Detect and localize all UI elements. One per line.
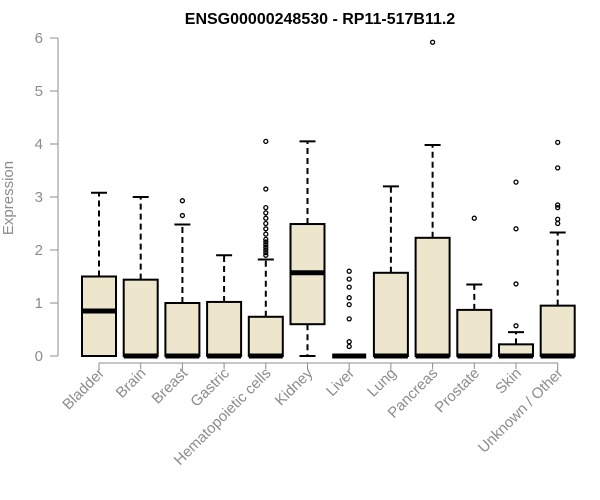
outlier-point xyxy=(513,179,519,185)
box-iqr xyxy=(81,275,117,357)
outlier-point xyxy=(346,301,352,308)
outlier-point xyxy=(346,316,352,322)
chart-title: ENSG00000248530 - RP11-517B11.2 xyxy=(185,11,456,28)
outlier-point xyxy=(263,231,269,237)
outlier-point xyxy=(346,295,352,301)
outlier-point xyxy=(263,210,269,216)
box-brain xyxy=(122,196,159,359)
outlier-point xyxy=(555,216,561,222)
outlier-point xyxy=(555,220,561,227)
outlier-point xyxy=(429,39,436,45)
x-tick-label: Prostate xyxy=(432,365,484,417)
outlier-point xyxy=(346,343,352,350)
box-iqr xyxy=(247,315,284,357)
outlier-point xyxy=(346,276,352,282)
outlier-point xyxy=(263,204,269,211)
box-iqr xyxy=(372,271,409,358)
y-tick-label: 5 xyxy=(35,83,43,100)
outlier-point xyxy=(263,226,269,232)
box-breast xyxy=(164,198,201,359)
outlier-point xyxy=(263,186,269,192)
outlier-point xyxy=(513,226,519,232)
outlier-point xyxy=(263,236,269,243)
box-prostate xyxy=(456,215,493,359)
outlier-point xyxy=(263,244,269,251)
outlier-point xyxy=(346,284,352,290)
outlier-point xyxy=(513,281,519,287)
outlier-point xyxy=(513,323,519,329)
outlier-point xyxy=(471,215,477,221)
x-tick-label: Skin xyxy=(492,365,525,398)
x-tick-label: Brain xyxy=(113,365,150,402)
outlier-point xyxy=(263,247,269,253)
y-tick-label: 0 xyxy=(35,348,43,365)
y-tick-label: 3 xyxy=(35,189,43,206)
box-iqr xyxy=(206,300,243,358)
x-tick-label: Lung xyxy=(364,365,400,401)
outlier-point xyxy=(346,339,352,345)
box-iqr xyxy=(414,236,451,357)
y-tick-label: 6 xyxy=(35,30,43,47)
outlier-point xyxy=(555,204,561,211)
box-liver xyxy=(332,268,367,359)
box-pancreas xyxy=(414,39,451,359)
outlier-point xyxy=(263,242,269,248)
y-tick-label: 4 xyxy=(35,136,43,153)
outlier-point xyxy=(179,212,186,219)
box-iqr xyxy=(164,302,201,357)
outlier-point xyxy=(555,202,561,208)
outlier-point xyxy=(263,220,269,227)
outlier-point xyxy=(179,198,186,204)
box-series xyxy=(81,39,576,359)
x-tick-label: Breast xyxy=(149,364,192,407)
x-tick-label: Bladder xyxy=(59,365,108,414)
y-tick-label: 2 xyxy=(35,242,43,259)
x-tick-label: Kidney xyxy=(272,364,317,409)
box-lung xyxy=(372,185,409,359)
outlier-point xyxy=(263,215,269,221)
box-unknown-other xyxy=(539,139,576,359)
box-bladder xyxy=(81,191,117,357)
box-iqr xyxy=(456,308,493,358)
box-iqr xyxy=(122,278,159,357)
y-tick-label: 1 xyxy=(35,295,43,312)
box-hematopoietic-cells xyxy=(247,138,284,359)
y-axis-ticks: 0 1 2 3 4 5 6 xyxy=(35,30,58,365)
x-tick-label: Liver xyxy=(323,365,358,400)
y-axis-label: Expression xyxy=(0,161,17,235)
outlier-point xyxy=(263,239,269,245)
outlier-point xyxy=(263,252,269,258)
box-skin xyxy=(498,179,534,359)
box-gastric xyxy=(206,254,243,359)
box-iqr xyxy=(539,304,576,357)
outlier-point xyxy=(555,165,561,171)
box-kidney xyxy=(289,140,326,357)
outlier-point xyxy=(263,138,269,145)
outlier-point xyxy=(346,268,352,274)
outlier-point xyxy=(263,249,269,256)
outlier-point xyxy=(555,139,561,146)
